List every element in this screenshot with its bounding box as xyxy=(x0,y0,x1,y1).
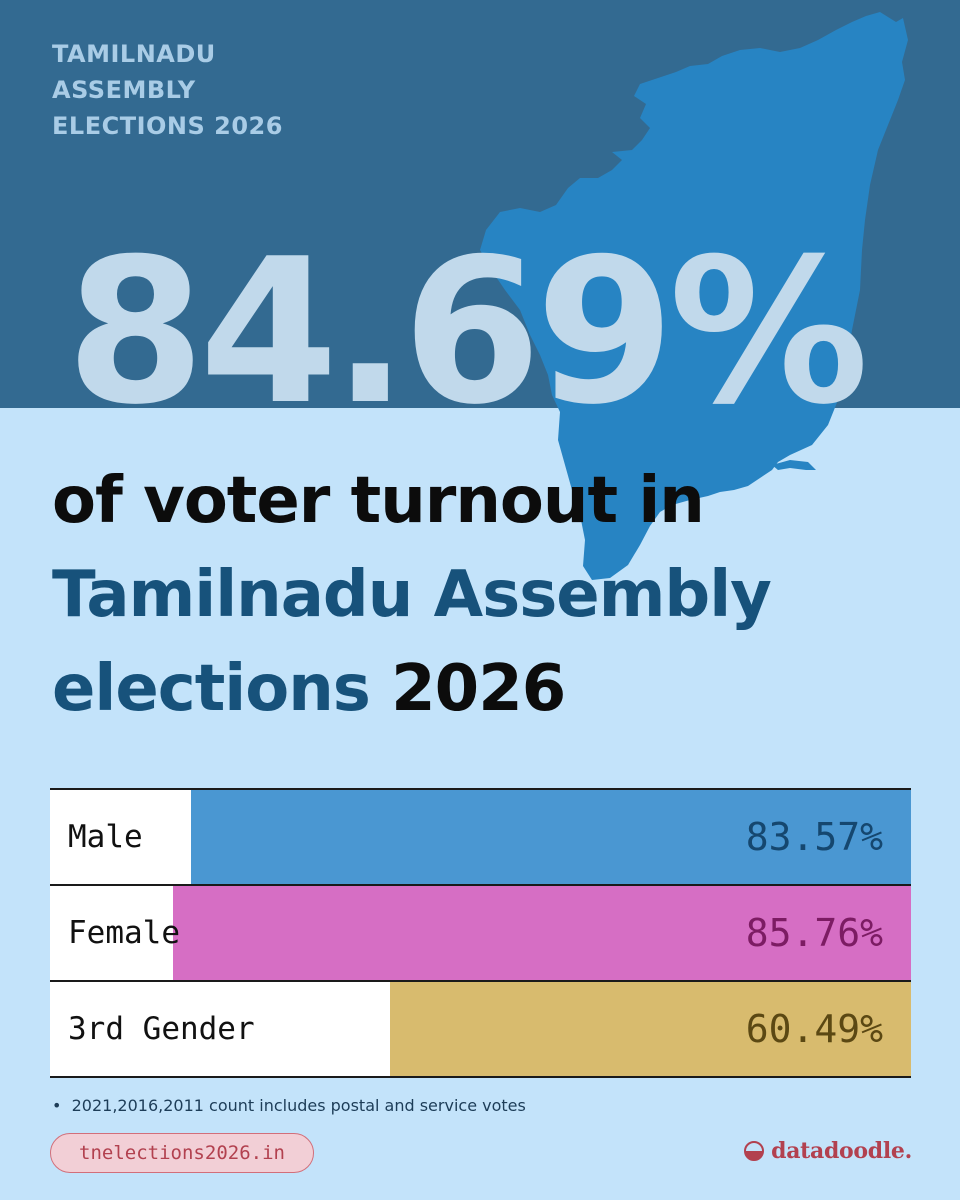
footnote-text: 2021,2016,2011 count includes postal and… xyxy=(71,1096,526,1115)
headline-line-1: of voter turnout in xyxy=(52,464,705,538)
category-label: Male xyxy=(68,819,143,855)
kicker-line-1: TAMILNADU xyxy=(52,40,216,68)
headline: of voter turnout in Tamilnadu Assembly e… xyxy=(52,454,912,736)
chart-row: 3rd Gender 60.49% xyxy=(50,980,911,1078)
footnote: • 2021,2016,2011 count includes postal a… xyxy=(52,1096,526,1115)
tamilnadu-map-icon xyxy=(480,12,908,580)
turnout-bar xyxy=(173,886,911,980)
category-label: 3rd Gender xyxy=(68,1011,255,1047)
value-label: 85.76% xyxy=(745,911,883,955)
value-label: 83.57% xyxy=(745,815,883,859)
brand-logo: datadoodle. xyxy=(743,1138,912,1164)
kicker-title: TAMILNADU ASSEMBLY ELECTIONS 2026 xyxy=(52,36,283,144)
headline-line-2: Tamilnadu Assembly xyxy=(52,558,772,632)
turnout-headline-stat: 84.69% xyxy=(66,216,869,449)
turnout-bar xyxy=(390,982,911,1076)
datadoodle-logo-icon xyxy=(744,1141,765,1161)
chart-row: Male 83.57% xyxy=(50,788,911,884)
category-label: Female xyxy=(68,915,180,951)
gender-turnout-chart: Male 83.57% Female 85.76% 3rd Gender 60.49% xyxy=(50,788,911,1078)
brand-name: datadoodle. xyxy=(771,1138,912,1164)
headline-line-3-text: elections xyxy=(52,652,371,726)
headline-line-3: elections 2026 xyxy=(52,642,912,736)
kicker-line-3: ELECTIONS 2026 xyxy=(52,112,283,140)
kicker-line-2: ASSEMBLY xyxy=(52,76,196,104)
headline-year: 2026 xyxy=(391,652,566,726)
value-label: 60.49% xyxy=(745,1007,883,1051)
website-link[interactable]: tnelections2026.in xyxy=(50,1133,314,1173)
turnout-bar xyxy=(191,790,911,884)
chart-row: Female 85.76% xyxy=(50,884,911,980)
